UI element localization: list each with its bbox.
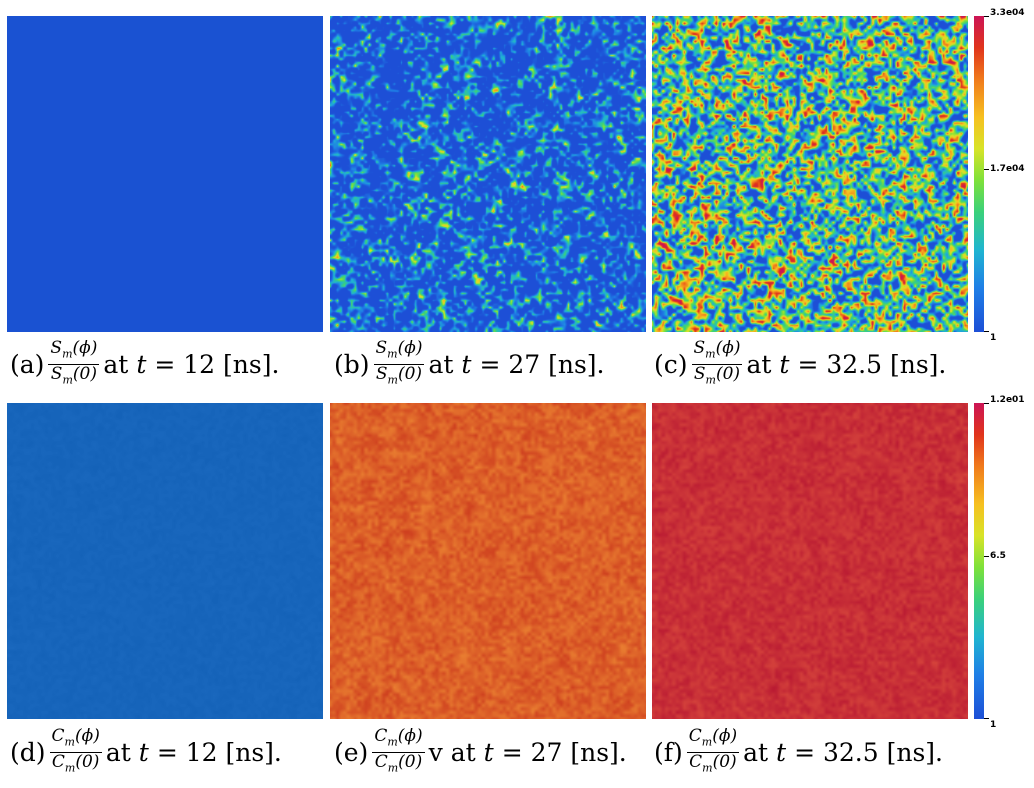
colorbar-bottom-max-label: 1.2e01 xyxy=(990,395,1025,405)
caption-f-num-arg: (ϕ) xyxy=(712,726,738,747)
caption-c-den-sub: m xyxy=(705,372,716,386)
caption-e-num-var: C xyxy=(374,726,388,747)
caption-b-den-sub: m xyxy=(387,372,398,386)
caption-a-num-sub: m xyxy=(62,347,73,361)
caption-e-fraction: Cm(ϕ) Cm(0) xyxy=(372,726,425,777)
caption-a-den-arg: (0) xyxy=(72,363,97,384)
caption-e-den-var: C xyxy=(374,751,388,772)
caption-d-mid: at xyxy=(105,737,131,767)
caption-a-den-sub: m xyxy=(62,372,73,386)
caption-c-label: (c) xyxy=(654,349,688,379)
caption-c-eq: = 32.5 [ns]. xyxy=(797,349,947,379)
caption-f-den-var: C xyxy=(689,751,703,772)
caption-d-num-arg: (ϕ) xyxy=(74,726,100,747)
colorbar-bottom-mid-label: 6.5 xyxy=(990,551,1006,561)
caption-e-t: t xyxy=(483,737,494,767)
caption-f-den-arg: (0) xyxy=(712,751,737,772)
colorbar-top-max-label: 3.3e04 xyxy=(990,8,1025,18)
caption-f-den-sub: m xyxy=(702,760,713,774)
caption-b-eq: = 27 [ns]. xyxy=(479,349,605,379)
caption-a-label: (a) xyxy=(10,349,45,379)
caption-b: (b) Sm(ϕ) Sm(0) at t = 27 [ns]. xyxy=(334,334,605,394)
caption-c: (c) Sm(ϕ) Sm(0) at t = 32.5 [ns]. xyxy=(654,334,946,394)
caption-d-t: t xyxy=(138,737,149,767)
caption-c-den-arg: (0) xyxy=(715,363,741,384)
panel-e-image xyxy=(330,403,646,719)
colorbar-bottom-min-label: 1 xyxy=(990,720,997,730)
caption-a-fraction: Sm(ϕ) Sm(0) xyxy=(48,338,100,389)
colorbar-bottom xyxy=(974,403,984,719)
caption-d-label: (d) xyxy=(10,737,46,767)
caption-a-den-var: S xyxy=(50,363,63,384)
colorbar-top-tick-max xyxy=(984,16,989,17)
caption-c-mid: at xyxy=(746,349,772,379)
caption-d-fraction: Cm(ϕ) Cm(0) xyxy=(49,726,102,777)
caption-b-num-arg: (ϕ) xyxy=(397,338,423,359)
caption-c-fraction: Sm(ϕ) Sm(0) xyxy=(691,338,743,389)
caption-b-fraction: Sm(ϕ) Sm(0) xyxy=(373,338,425,389)
colorbar-top-tick-min xyxy=(984,331,989,332)
colorbar-bottom-tick-mid xyxy=(984,556,989,557)
caption-b-mid: at xyxy=(428,349,454,379)
caption-d-num-var: C xyxy=(51,726,65,747)
colorbar-top-mid-label: 1.7e04 xyxy=(990,164,1025,174)
caption-a-t: t xyxy=(136,349,147,379)
panel-a-image xyxy=(7,16,323,332)
colorbar-top xyxy=(974,16,984,332)
caption-a: (a) Sm(ϕ) Sm(0) at t = 12 [ns]. xyxy=(10,334,279,394)
caption-f-label: (f) xyxy=(654,737,683,767)
caption-c-den-var: S xyxy=(693,363,706,384)
caption-d: (d) Cm(ϕ) Cm(0) at t = 12 [ns]. xyxy=(10,722,282,782)
caption-f-eq: = 32.5 [ns]. xyxy=(794,737,943,767)
caption-e-label: (e) xyxy=(334,737,369,767)
caption-b-t: t xyxy=(461,349,472,379)
caption-f-num-sub: m xyxy=(701,735,713,749)
caption-d-num-sub: m xyxy=(64,735,75,749)
caption-d-eq: = 12 [ns]. xyxy=(156,737,282,767)
caption-a-eq: = 12 [ns]. xyxy=(154,349,280,379)
caption-b-label: (b) xyxy=(334,349,370,379)
panel-b-image xyxy=(330,16,646,332)
caption-e-num-sub: m xyxy=(387,735,398,749)
caption-e-eq: = 27 [ns]. xyxy=(501,737,627,767)
caption-f-t: t xyxy=(776,737,787,767)
caption-d-den-arg: (0) xyxy=(75,751,100,772)
caption-a-num-var: S xyxy=(50,338,63,359)
caption-e-mid: v at xyxy=(428,737,476,767)
caption-e-den-sub: m xyxy=(387,760,399,774)
caption-e-den-arg: (0) xyxy=(398,751,423,772)
caption-e-num-arg: (ϕ) xyxy=(397,726,423,747)
panel-c-image xyxy=(652,16,968,332)
caption-c-t: t xyxy=(779,349,790,379)
caption-e: (e) Cm(ϕ) Cm(0) v at t = 27 [ns]. xyxy=(334,722,627,782)
caption-f-mid: at xyxy=(743,737,769,767)
colorbar-top-tick-mid xyxy=(984,169,989,170)
caption-a-num-arg: (ϕ) xyxy=(72,338,98,359)
caption-d-den-sub: m xyxy=(64,760,76,774)
caption-b-den-var: S xyxy=(375,363,388,384)
colorbar-top-min-label: 1 xyxy=(990,333,997,343)
caption-c-num-arg: (ϕ) xyxy=(715,338,741,359)
caption-c-num-sub: m xyxy=(705,347,716,361)
caption-b-num-sub: m xyxy=(387,347,398,361)
caption-f: (f) Cm(ϕ) Cm(0) at t = 32.5 [ns]. xyxy=(654,722,943,782)
panel-d-image xyxy=(7,403,323,719)
panel-f-image xyxy=(652,403,968,719)
colorbar-bottom-tick-max xyxy=(984,403,989,404)
caption-c-num-var: S xyxy=(693,338,706,359)
caption-f-num-var: C xyxy=(688,726,702,747)
caption-f-fraction: Cm(ϕ) Cm(0) xyxy=(686,726,740,777)
colorbar-bottom-tick-min xyxy=(984,718,989,719)
caption-d-den-var: C xyxy=(51,751,65,772)
caption-a-mid: at xyxy=(103,349,129,379)
caption-b-den-arg: (0) xyxy=(397,363,423,384)
caption-b-num-var: S xyxy=(375,338,388,359)
